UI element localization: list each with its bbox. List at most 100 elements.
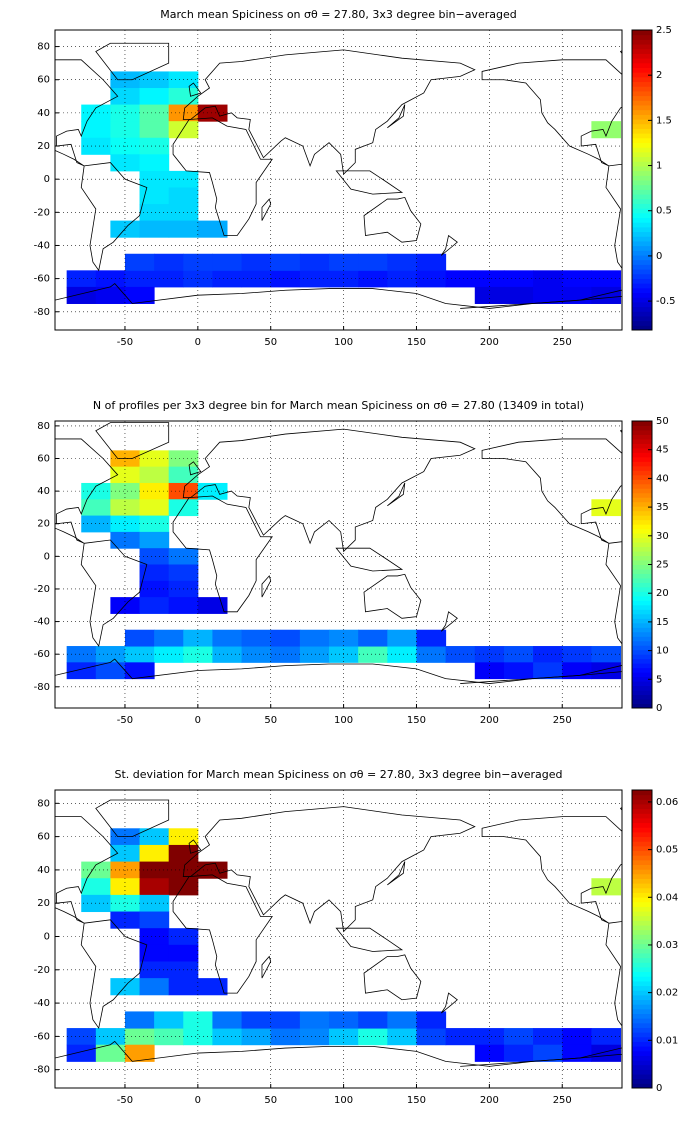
y-tick-label: 60	[37, 454, 50, 465]
bin-cell	[474, 1044, 505, 1062]
colorbar-tick-label: 0	[656, 703, 662, 714]
bin-cell	[110, 515, 141, 533]
colorbar-tick-label: -0.5	[656, 296, 676, 307]
y-tick-label: -80	[34, 307, 50, 318]
x-tick-label: 0	[195, 337, 201, 348]
y-tick-label: -40	[34, 998, 50, 1009]
bin-cell	[168, 944, 199, 962]
bin-cell	[139, 104, 170, 122]
bin-cell	[183, 646, 213, 663]
bin-cell	[533, 662, 563, 680]
colorbar-tick-label: 0.01	[656, 1035, 678, 1046]
y-tick-label: -20	[34, 207, 50, 218]
bin-cell	[154, 1028, 184, 1046]
chart-title: N of profiles per 3x3 degree bin for Mar…	[93, 399, 584, 412]
bin-cell	[154, 1011, 184, 1029]
bin-cell	[168, 878, 199, 896]
bin-cell	[139, 515, 170, 533]
x-tick-label: 150	[407, 1095, 426, 1106]
bin-cell	[270, 1011, 301, 1029]
bin-cell	[416, 253, 447, 271]
bin-cell	[183, 629, 213, 647]
bin-cell	[270, 270, 301, 288]
bin-cell	[387, 1028, 417, 1046]
bin-cell	[591, 1044, 622, 1062]
bin-cell	[66, 270, 97, 288]
colorbar-tick-label: 20	[656, 588, 669, 599]
bin-cell	[154, 629, 184, 647]
x-tick-label: 200	[480, 715, 499, 726]
bin-cell	[139, 154, 170, 172]
bin-cell	[474, 286, 505, 304]
bin-cell	[168, 499, 199, 517]
plot-frame	[54, 29, 623, 331]
bin-cell	[154, 253, 184, 271]
colorbar-tick-label: 0.5	[656, 206, 672, 217]
x-tick-label: 100	[334, 1095, 353, 1106]
bin-cell	[110, 531, 141, 549]
bin-cell	[110, 121, 141, 139]
colorbar-tick-label: 1	[656, 161, 662, 172]
x-tick-label: 100	[334, 337, 353, 348]
colorbar-tick-label: 0.05	[656, 845, 678, 856]
bin-cell	[197, 597, 228, 614]
bin-cell	[139, 944, 170, 962]
bin-cell	[533, 1044, 563, 1062]
plot-area	[55, 30, 622, 330]
bin-cell	[139, 828, 170, 846]
bin-cell	[139, 170, 170, 188]
bin-cell	[95, 286, 126, 304]
bin-cell	[154, 270, 184, 288]
bin-cell	[591, 1028, 622, 1046]
bin-cell	[66, 662, 97, 680]
colorbar-tick-label: 0	[656, 251, 662, 262]
colorbar: 0 5 10 15 20 25 30 35 40 45 50	[631, 416, 669, 714]
x-tick-label: 50	[264, 337, 277, 348]
x-tick-label: 50	[264, 1095, 277, 1106]
bin-cell	[110, 104, 141, 122]
bin-cell	[503, 1028, 534, 1046]
y-tick-label: 40	[37, 865, 50, 876]
bin-cell	[445, 646, 476, 663]
x-tick-label: 0	[195, 1095, 201, 1106]
bin-cell	[168, 978, 199, 996]
colorbar: 0 0.01 0.02 0.03 0.04 0.05 0.06	[631, 789, 678, 1094]
bin-cell	[299, 1028, 330, 1046]
y-tick-label: 40	[37, 108, 50, 119]
bin-cell	[124, 1044, 155, 1062]
bin-cell	[139, 220, 170, 238]
bin-cell	[124, 286, 155, 304]
bin-cell	[445, 270, 476, 288]
bin-cell	[139, 978, 170, 996]
bin-cell	[168, 466, 199, 484]
bin-cell	[124, 1011, 155, 1029]
bin-cell	[387, 253, 417, 271]
colorbar-frame	[631, 789, 653, 1089]
bin-cell	[168, 220, 199, 238]
bin-cell	[241, 646, 272, 663]
bin-cell	[81, 121, 111, 139]
bin-cell	[591, 662, 622, 680]
bin-cell	[591, 499, 622, 517]
bin-cell	[387, 1011, 417, 1029]
bin-cell	[474, 662, 505, 680]
bin-cell	[358, 253, 388, 271]
y-tick-label: 0	[44, 174, 50, 185]
y-tick-label: -60	[34, 274, 50, 285]
colorbar-tick-label: 25	[656, 560, 669, 571]
x-tick-label: -50	[117, 715, 133, 726]
map-panel: St. deviation for March mean Spiciness o…	[34, 768, 679, 1106]
bin-cell	[299, 629, 330, 647]
bin-cell	[183, 1028, 213, 1046]
y-tick-label: 40	[37, 486, 50, 497]
y-tick-label: -60	[34, 1031, 50, 1042]
bin-cell	[299, 1011, 330, 1029]
bin-cell	[81, 894, 111, 913]
colorbar-tick-label: 40	[656, 473, 669, 484]
bin-cell	[358, 1028, 388, 1046]
bin-cell	[591, 121, 622, 139]
colorbar-tick-label: 0.03	[656, 940, 678, 951]
colorbar-tick-label: 0.06	[656, 797, 678, 808]
x-tick-label: 250	[553, 715, 572, 726]
bin-cell	[503, 1044, 534, 1062]
